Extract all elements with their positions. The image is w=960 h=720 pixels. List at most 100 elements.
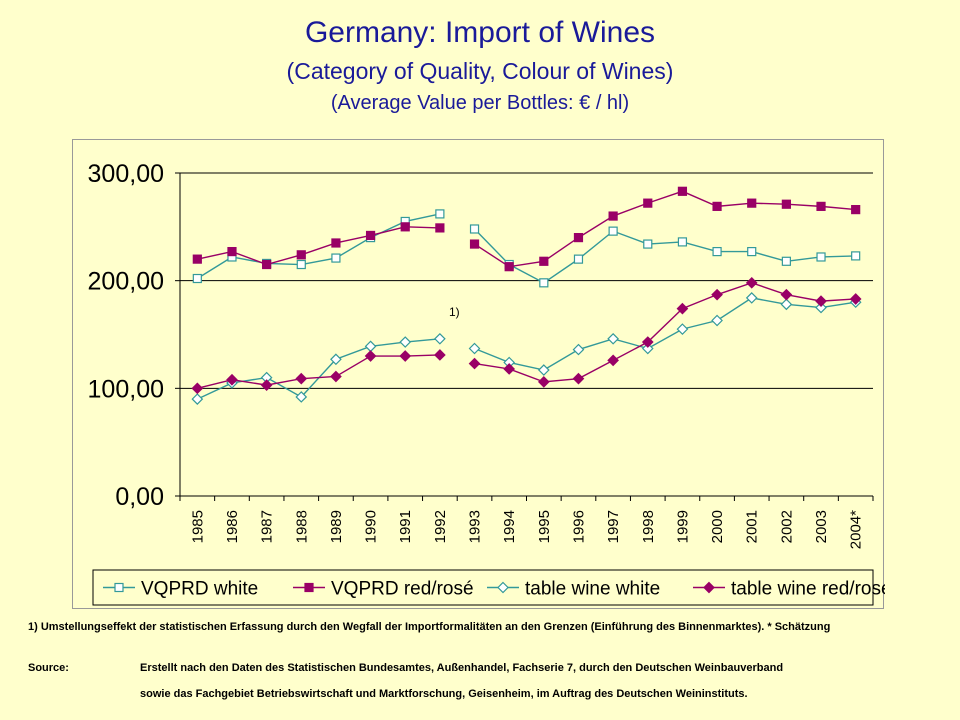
legend-label: table wine white <box>525 579 660 600</box>
data-point-1 <box>781 199 791 209</box>
data-point-3 <box>849 293 862 305</box>
data-point-1 <box>262 259 272 270</box>
data-point-0 <box>851 251 861 261</box>
series-line-3 <box>474 282 856 383</box>
data-point-3 <box>745 276 758 289</box>
data-point-3 <box>399 350 412 362</box>
data-point-1 <box>816 201 826 211</box>
series-line-1 <box>474 190 856 268</box>
data-point-0 <box>539 278 549 288</box>
x-tick-label: 1992 <box>432 510 449 543</box>
data-point-1 <box>677 186 688 196</box>
data-point-0 <box>573 254 584 264</box>
footnote: 1) Umstellungseffekt der statistischen E… <box>28 621 831 633</box>
x-tick-label: 2000 <box>709 510 726 543</box>
source-label: Source: <box>28 662 69 674</box>
annotation-label: 1) <box>449 305 460 319</box>
data-point-1 <box>400 222 410 232</box>
legend-box <box>92 569 874 606</box>
series-line-0 <box>196 213 441 280</box>
data-point-0 <box>747 246 757 257</box>
data-point-3 <box>815 295 827 307</box>
title-block: Germany: Import of Wines (Category of Qu… <box>0 14 960 118</box>
data-point-1 <box>469 239 480 249</box>
source-line-2: sowie das Fachgebiet Betriebswirtschaft … <box>140 688 748 700</box>
series-line-2 <box>197 338 440 400</box>
data-point-3 <box>572 372 585 385</box>
data-point-3 <box>537 376 550 388</box>
data-point-0 <box>608 226 618 236</box>
source-line-1: Erstellt nach den Daten des Statistische… <box>140 662 784 674</box>
data-point-2 <box>815 301 827 314</box>
data-point-1 <box>296 250 306 260</box>
legend-marker <box>497 581 509 594</box>
data-point-1 <box>539 256 549 266</box>
data-point-3 <box>780 288 793 301</box>
data-point-2 <box>780 298 793 311</box>
data-point-3 <box>226 373 238 386</box>
data-point-2 <box>745 292 758 304</box>
x-tick-label: 1995 <box>536 510 553 543</box>
chart-title: Germany: Import of Wines <box>304 16 656 49</box>
x-tick-label: 2003 <box>813 510 830 543</box>
data-point-3 <box>676 302 689 315</box>
x-tick-label: 1988 <box>293 510 310 543</box>
data-point-3 <box>503 363 516 375</box>
data-point-0 <box>469 224 480 234</box>
data-point-2 <box>191 393 204 405</box>
chart-frame: 0,00 100,00 200,00 300,00 1985 1986 1987 1988 19… <box>72 139 885 609</box>
data-point-2 <box>711 314 723 327</box>
data-point-1 <box>712 201 722 211</box>
data-point-2 <box>468 342 481 355</box>
legend-label: table wine red/rosé <box>731 579 885 600</box>
chart-subtitle: (Category of Quality, Colour of Wines) <box>286 58 674 84</box>
data-point-3 <box>468 357 481 370</box>
x-tick-label: 1985 <box>189 510 206 543</box>
y-tick-label: 100,00 <box>88 375 164 403</box>
data-point-3 <box>711 288 723 301</box>
legend-marker <box>304 582 314 593</box>
data-point-1 <box>504 262 514 272</box>
data-point-3 <box>330 370 342 383</box>
data-point-2 <box>399 336 412 348</box>
data-point-2 <box>676 323 689 335</box>
x-tick-label: 2004* <box>848 510 865 549</box>
series-line-0 <box>474 228 856 284</box>
data-point-0 <box>435 209 445 219</box>
data-point-1 <box>435 223 445 233</box>
data-point-2 <box>607 332 619 345</box>
series-line-1 <box>197 226 440 266</box>
y-tick-label: 0,00 <box>115 483 164 511</box>
x-tick-label: 1998 <box>640 510 657 543</box>
y-tick-label: 300,00 <box>88 160 164 188</box>
legend-label: VQPRD white <box>141 579 258 600</box>
data-point-0 <box>781 256 791 266</box>
x-tick-label: 1994 <box>501 510 518 543</box>
legend-marker <box>703 581 715 594</box>
data-point-2 <box>537 364 550 376</box>
data-point-1 <box>192 254 202 264</box>
data-point-3 <box>607 354 619 367</box>
x-tick-label: 1989 <box>328 510 345 543</box>
data-point-1 <box>851 205 861 215</box>
data-point-3 <box>641 336 654 348</box>
series-line-2 <box>474 297 856 371</box>
x-tick-label: 1990 <box>363 510 380 543</box>
data-point-0 <box>816 252 826 262</box>
data-point-2 <box>330 353 342 366</box>
x-tick-label: 2002 <box>778 510 795 543</box>
data-point-2 <box>572 343 585 356</box>
data-point-3 <box>191 382 204 395</box>
data-point-0 <box>643 239 653 249</box>
y-tick-label: 200,00 <box>88 268 164 296</box>
data-point-1 <box>643 198 653 208</box>
data-point-1 <box>573 232 584 243</box>
data-point-0 <box>296 259 306 270</box>
data-point-2 <box>434 332 446 345</box>
data-point-2 <box>641 342 654 355</box>
data-point-2 <box>364 340 377 353</box>
data-point-3 <box>364 350 377 362</box>
x-tick-label: 1997 <box>605 510 622 543</box>
data-point-0 <box>677 237 688 247</box>
chart-subtitle-2: (Average Value per Bottles: € / hl) <box>330 92 630 114</box>
